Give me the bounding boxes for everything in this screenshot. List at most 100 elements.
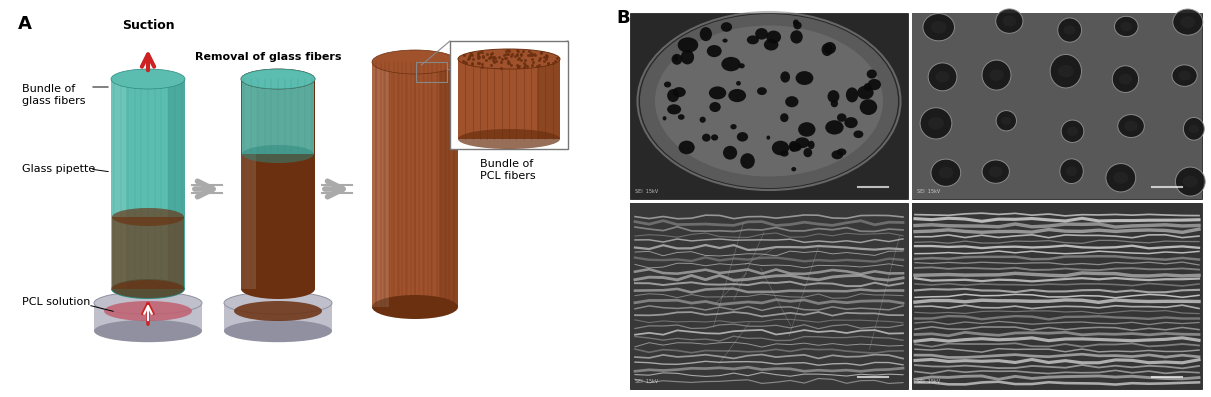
Ellipse shape <box>935 71 949 83</box>
Ellipse shape <box>740 153 754 169</box>
Ellipse shape <box>673 55 678 60</box>
Ellipse shape <box>1050 54 1081 88</box>
Ellipse shape <box>867 79 880 90</box>
Polygon shape <box>224 303 332 331</box>
Ellipse shape <box>928 117 943 130</box>
Polygon shape <box>536 59 559 139</box>
Polygon shape <box>111 79 185 289</box>
Ellipse shape <box>793 21 802 29</box>
Ellipse shape <box>797 145 802 150</box>
Ellipse shape <box>655 25 883 177</box>
Ellipse shape <box>989 69 1004 81</box>
Polygon shape <box>241 79 256 289</box>
Ellipse shape <box>241 279 315 299</box>
Polygon shape <box>458 59 559 139</box>
Ellipse shape <box>1183 175 1198 187</box>
Polygon shape <box>372 62 458 307</box>
Bar <box>450 41 568 149</box>
Ellipse shape <box>747 35 759 44</box>
Ellipse shape <box>722 57 741 71</box>
Text: Suction: Suction <box>121 19 174 32</box>
Ellipse shape <box>723 146 737 160</box>
Ellipse shape <box>678 37 699 53</box>
Ellipse shape <box>780 71 790 83</box>
Ellipse shape <box>1172 65 1198 87</box>
Ellipse shape <box>678 141 695 154</box>
Ellipse shape <box>827 90 839 103</box>
Ellipse shape <box>1067 127 1078 136</box>
Polygon shape <box>94 303 202 331</box>
Ellipse shape <box>1061 120 1084 143</box>
Ellipse shape <box>639 14 899 188</box>
Text: SEI  15kV: SEI 15kV <box>635 379 659 384</box>
Ellipse shape <box>224 320 332 342</box>
Bar <box>912 203 1203 389</box>
Polygon shape <box>168 79 185 289</box>
Ellipse shape <box>803 148 813 157</box>
Ellipse shape <box>832 150 843 159</box>
Ellipse shape <box>920 108 952 139</box>
Ellipse shape <box>780 150 788 156</box>
Ellipse shape <box>837 114 846 122</box>
Ellipse shape <box>791 30 803 44</box>
Ellipse shape <box>837 148 846 156</box>
Text: Bundle of
glass fibers: Bundle of glass fibers <box>22 84 86 106</box>
Ellipse shape <box>997 111 1016 131</box>
Ellipse shape <box>793 19 799 26</box>
Ellipse shape <box>111 69 185 89</box>
Text: SEI  15kV: SEI 15kV <box>917 379 940 384</box>
Ellipse shape <box>844 117 857 128</box>
Ellipse shape <box>1066 166 1078 176</box>
Text: B: B <box>616 9 630 27</box>
Ellipse shape <box>860 99 877 115</box>
Ellipse shape <box>1172 9 1203 35</box>
Ellipse shape <box>931 21 947 33</box>
Ellipse shape <box>111 208 184 226</box>
Ellipse shape <box>241 69 315 89</box>
Text: Bundle of
PCL fibers: Bundle of PCL fibers <box>480 159 535 181</box>
Bar <box>912 13 1203 199</box>
Ellipse shape <box>794 137 809 148</box>
Ellipse shape <box>1057 18 1081 42</box>
Ellipse shape <box>1119 74 1132 85</box>
Ellipse shape <box>681 50 694 64</box>
Ellipse shape <box>798 122 815 137</box>
Ellipse shape <box>728 89 746 102</box>
Bar <box>912 203 1203 389</box>
Ellipse shape <box>989 166 1003 177</box>
Ellipse shape <box>739 63 745 68</box>
Ellipse shape <box>1113 172 1129 184</box>
Ellipse shape <box>94 292 202 314</box>
Polygon shape <box>372 62 389 307</box>
Ellipse shape <box>736 81 741 86</box>
Ellipse shape <box>1112 66 1138 93</box>
Ellipse shape <box>825 120 844 135</box>
Ellipse shape <box>995 9 1023 33</box>
Ellipse shape <box>730 124 736 129</box>
Ellipse shape <box>678 114 684 120</box>
Polygon shape <box>241 79 315 289</box>
Ellipse shape <box>931 159 960 186</box>
Ellipse shape <box>372 295 458 319</box>
Text: Removal of glass fibers: Removal of glass fibers <box>195 52 342 62</box>
Ellipse shape <box>707 45 722 57</box>
Ellipse shape <box>1183 118 1204 140</box>
Ellipse shape <box>241 69 315 89</box>
Polygon shape <box>111 79 126 289</box>
Ellipse shape <box>756 28 768 40</box>
Ellipse shape <box>982 160 1010 183</box>
Text: SEI  15kV: SEI 15kV <box>917 189 940 194</box>
Ellipse shape <box>1060 159 1084 183</box>
Ellipse shape <box>1125 121 1137 131</box>
Ellipse shape <box>672 87 685 97</box>
Ellipse shape <box>672 54 682 65</box>
Ellipse shape <box>846 87 859 102</box>
Ellipse shape <box>823 42 836 54</box>
Ellipse shape <box>790 143 802 152</box>
Ellipse shape <box>764 39 779 50</box>
Polygon shape <box>111 217 184 289</box>
Ellipse shape <box>111 279 185 299</box>
Polygon shape <box>298 79 315 289</box>
Ellipse shape <box>458 129 559 149</box>
Ellipse shape <box>854 131 863 138</box>
